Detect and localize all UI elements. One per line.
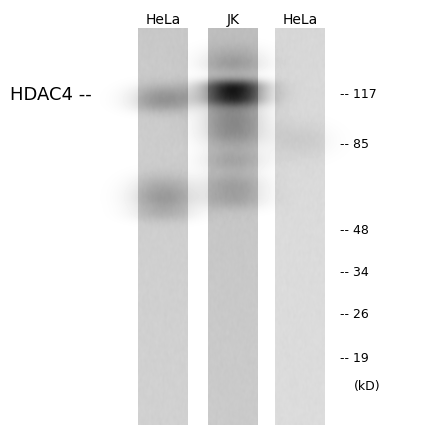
Text: JK: JK xyxy=(227,13,239,27)
Text: -- 26: -- 26 xyxy=(340,307,369,321)
Text: (kD): (kD) xyxy=(354,380,381,393)
Text: HDAC4 --: HDAC4 -- xyxy=(10,86,92,104)
Text: -- 19: -- 19 xyxy=(340,351,369,365)
Text: -- 85: -- 85 xyxy=(340,138,369,152)
Text: -- 48: -- 48 xyxy=(340,224,369,236)
Text: -- 117: -- 117 xyxy=(340,89,377,101)
Text: HeLa: HeLa xyxy=(145,13,181,27)
Text: -- 34: -- 34 xyxy=(340,265,369,279)
Text: HeLa: HeLa xyxy=(282,13,318,27)
